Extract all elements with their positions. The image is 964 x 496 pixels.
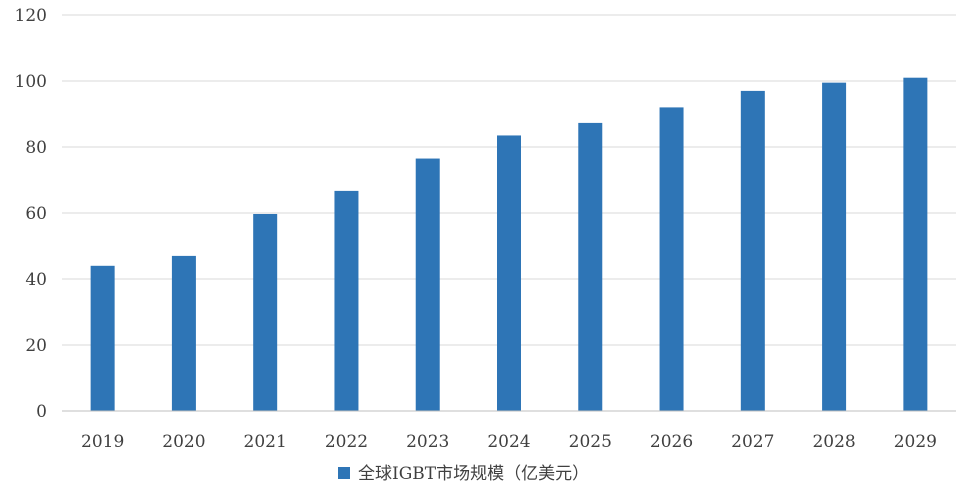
y-tick-label: 40 bbox=[25, 270, 47, 290]
x-tick-label: 2029 bbox=[894, 432, 937, 452]
bar-2028 bbox=[822, 82, 847, 412]
x-tick-label: 2019 bbox=[81, 432, 124, 452]
x-tick-label: 2022 bbox=[325, 432, 368, 452]
y-tick-label: 100 bbox=[15, 72, 47, 92]
y-tick-label: 20 bbox=[25, 336, 47, 356]
x-tick-label: 2020 bbox=[162, 432, 205, 452]
x-tick-label: 2025 bbox=[569, 432, 612, 452]
legend-label: 全球IGBT市场规模（亿美元） bbox=[358, 464, 589, 484]
bar-2025 bbox=[578, 122, 603, 411]
x-tick-label: 2024 bbox=[487, 432, 530, 452]
x-tick-label: 2028 bbox=[812, 432, 855, 452]
bar-2021 bbox=[253, 213, 278, 411]
x-tick-label: 2023 bbox=[406, 432, 449, 452]
legend: 全球IGBT市场规模（亿美元） bbox=[338, 464, 589, 484]
bar-2029 bbox=[903, 77, 928, 411]
x-tick-label: 2026 bbox=[650, 432, 693, 452]
bar-2023 bbox=[415, 158, 440, 411]
legend-swatch bbox=[338, 467, 350, 479]
bar-2026 bbox=[659, 107, 684, 412]
bar-2022 bbox=[334, 190, 359, 411]
bar-2027 bbox=[740, 90, 765, 412]
x-tick-label: 2021 bbox=[244, 432, 287, 452]
y-tick-label: 60 bbox=[25, 204, 47, 224]
y-tick-label: 120 bbox=[15, 6, 47, 26]
bar-2020 bbox=[171, 255, 196, 411]
y-tick-label: 0 bbox=[36, 402, 47, 422]
bar-2024 bbox=[497, 135, 521, 411]
bar-2019 bbox=[90, 265, 115, 411]
x-axis-tick-labels: 2019 2020 2021 2022 2023 2024 2025 2026 2027 2028… bbox=[81, 432, 937, 452]
y-axis-tick-labels: 0 20 40 60 80 100 120 bbox=[15, 6, 47, 422]
x-tick-label: 2027 bbox=[731, 432, 774, 452]
y-tick-label: 80 bbox=[25, 138, 47, 158]
bars bbox=[90, 77, 928, 412]
